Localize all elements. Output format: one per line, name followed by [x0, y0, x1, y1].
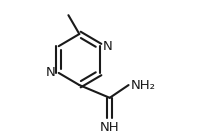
Text: NH: NH	[100, 121, 120, 134]
Text: N: N	[45, 66, 55, 79]
Text: NH₂: NH₂	[131, 79, 156, 92]
Text: N: N	[102, 40, 112, 53]
